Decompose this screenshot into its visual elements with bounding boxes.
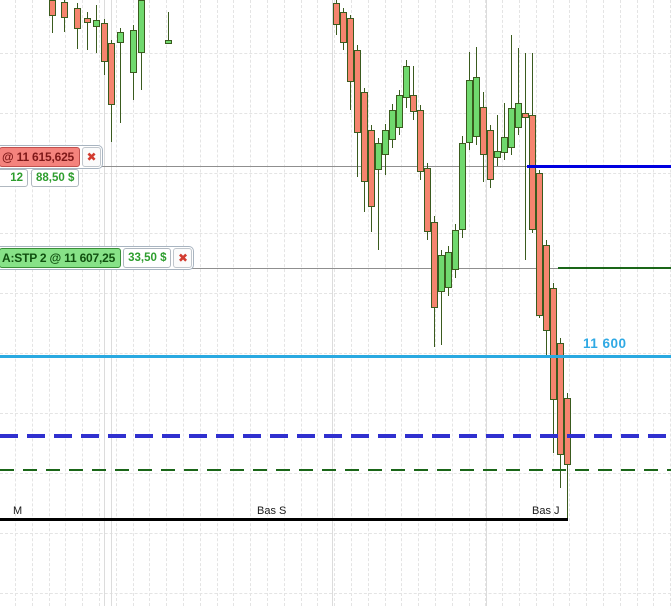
stop-order-close-button[interactable]: ✖ (173, 248, 193, 268)
entry-order-close-button[interactable]: ✖ (82, 147, 102, 167)
candle-wick (378, 138, 379, 250)
close-icon: ✖ (177, 251, 188, 265)
candle-wick (497, 115, 498, 166)
x-axis-line (0, 518, 568, 521)
candle-up (375, 143, 382, 170)
candle-down (84, 18, 91, 23)
candle-down (368, 130, 375, 207)
candle-up (438, 255, 445, 292)
entry-order-label[interactable]: @ 11 615,625 (0, 147, 81, 167)
candle-down (543, 245, 550, 331)
candle-wick (168, 12, 169, 44)
candle-up (466, 80, 473, 143)
candle-down (424, 168, 431, 232)
candle-up (403, 66, 410, 98)
candle-down (550, 288, 557, 400)
price-level-label: 11 600 (583, 336, 627, 351)
candle-wick (96, 5, 97, 53)
candle-down (74, 8, 81, 29)
close-icon: ✖ (86, 150, 97, 164)
candle-down (431, 222, 438, 308)
support-line-blue-dashed[interactable] (0, 434, 671, 438)
entry-price-line-blue[interactable] (527, 165, 671, 168)
candle-wick (511, 35, 512, 155)
candle-up (445, 252, 452, 288)
candle-up (138, 0, 145, 53)
candle-wick (441, 250, 442, 345)
candle-up (117, 32, 124, 43)
x-axis-label-bas-s: Bas S (257, 505, 287, 517)
candle-down (536, 173, 543, 316)
candle-down (347, 18, 354, 82)
x-axis-label-bas-j: Bas J (532, 505, 560, 517)
candle-down (101, 23, 108, 62)
candle-up (93, 20, 100, 27)
candle-up (508, 108, 515, 148)
stop-price-line-gray[interactable] (0, 268, 558, 269)
candle-down (522, 113, 529, 118)
stop-price-line-green[interactable] (558, 267, 671, 269)
candle-down (61, 2, 68, 18)
candle-down (564, 398, 571, 465)
entry-order-details: 12 88,50 $ (0, 169, 80, 187)
candle-down (49, 0, 56, 16)
candle-up (396, 95, 403, 128)
candle-wick (413, 66, 414, 120)
candle-down (354, 50, 361, 133)
candle-up (494, 151, 501, 158)
candle-up (389, 110, 396, 140)
candle-up (452, 230, 459, 270)
stop-order-tab[interactable]: A:STP 2 @ 11 607,25 33,50 $ ✖ (0, 246, 195, 270)
candle-up (459, 143, 466, 230)
candle-wick (120, 28, 121, 123)
candle-up (382, 130, 389, 155)
stop-pnl-badge: 33,50 $ (123, 248, 172, 268)
entry-pnl-badge: 88,50 $ (31, 169, 80, 187)
stop-order-label[interactable]: A:STP 2 @ 11 607,25 (0, 248, 122, 268)
candle-down (361, 92, 368, 182)
candle-down (487, 130, 494, 180)
candle-down (108, 43, 115, 105)
candle-wick (504, 103, 505, 160)
candle-down (557, 343, 564, 455)
candle-up (501, 137, 508, 153)
candle-wick (518, 48, 519, 135)
candle-up (515, 103, 522, 128)
entry-order-tab[interactable]: @ 11 615,625 ✖ (0, 145, 104, 169)
support-line-green-dashed[interactable] (0, 469, 671, 471)
candle-wick (87, 12, 88, 50)
candle-wick (52, 0, 53, 33)
entry-price-line-gray[interactable] (0, 166, 527, 167)
entry-quantity-badge: 12 (0, 169, 28, 187)
candle-up (165, 40, 172, 44)
level-line-11600[interactable] (0, 355, 671, 358)
candle-up (130, 30, 137, 73)
candle-wick (525, 53, 526, 260)
candle-down (333, 3, 340, 25)
candle-down (410, 95, 417, 112)
candle-down (417, 110, 424, 172)
candle-down (480, 107, 487, 155)
candle-up (473, 77, 480, 137)
x-axis-label-m: M (13, 505, 23, 517)
candle-down (529, 115, 536, 230)
candle-down (340, 12, 347, 43)
